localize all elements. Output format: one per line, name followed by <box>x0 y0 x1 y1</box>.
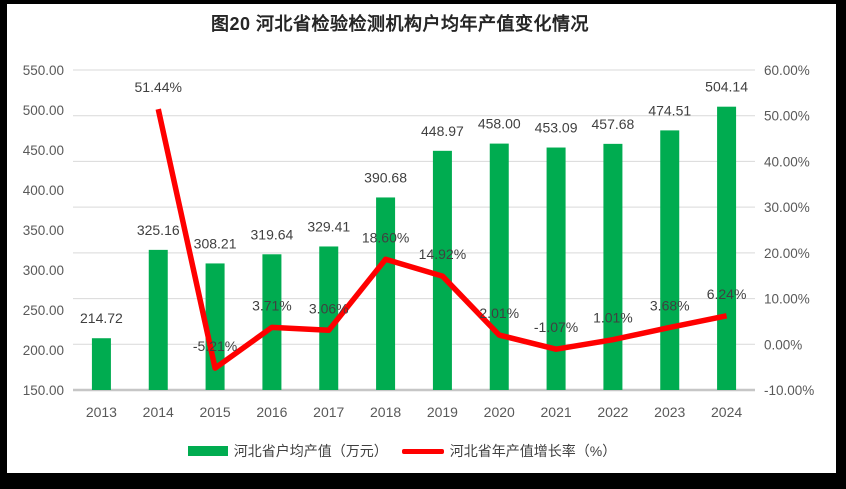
left-axis-tick-label: 250.00 <box>23 303 64 318</box>
growth-rate-label: 3.68% <box>650 297 690 313</box>
bar-2018 <box>376 197 396 390</box>
x-axis-label: 2013 <box>86 404 117 420</box>
bar-value-label: 448.97 <box>421 123 464 139</box>
x-axis-label: 2018 <box>370 404 401 420</box>
bar-series-label: 河北省户均产值（万元） <box>233 443 388 459</box>
bar-value-label: 458.00 <box>478 116 521 132</box>
bar-value-label: 319.64 <box>251 226 294 242</box>
growth-rate-label: 3.06% <box>309 300 349 316</box>
bar-2022 <box>603 143 623 390</box>
growth-rate-line <box>155 108 728 371</box>
x-axis-label: 2021 <box>541 404 572 420</box>
left-axis-tick-label: 500.00 <box>23 103 64 118</box>
x-axis-label: 2014 <box>143 404 174 420</box>
legend: 河北省户均产值（万元） 河北省年产值增长率（%） <box>0 441 846 461</box>
x-axis-label: 2024 <box>711 404 742 420</box>
bar-value-label: 504.14 <box>705 79 748 95</box>
line-series-label: 河北省年产值增长率（%） <box>449 443 617 459</box>
growth-rate-label: 14.92% <box>419 246 466 262</box>
bar-value-label: 474.51 <box>648 102 691 118</box>
line-series-swatch-icon <box>401 448 444 454</box>
left-axis-tick-label: 200.00 <box>23 343 64 358</box>
bar-2020 <box>489 143 509 390</box>
x-axis-label: 2022 <box>597 404 628 420</box>
right-axis-tick-label: 10.00% <box>764 292 810 307</box>
left-axis-tick-label: 300.00 <box>23 263 64 278</box>
legend-item-line-series: 河北省年产值增长率（%） <box>401 441 617 461</box>
bar-value-label: 308.21 <box>194 235 237 251</box>
x-axis-label: 2015 <box>200 404 231 420</box>
growth-rate-label: 1.01% <box>593 310 633 326</box>
x-axis-label: 2016 <box>256 404 287 420</box>
bar-value-label: 325.16 <box>137 222 180 238</box>
bar-2023 <box>660 130 680 390</box>
left-axis-tick-label: 550.00 <box>23 63 64 78</box>
right-axis-tick-label: 40.00% <box>764 154 810 169</box>
growth-rate-label: -5.21% <box>193 338 237 354</box>
bar-2013 <box>91 338 111 390</box>
growth-rate-label: 2.01% <box>479 305 519 321</box>
left-axis-tick-label: 400.00 <box>23 183 64 198</box>
growth-rate-label: -1.07% <box>534 319 578 335</box>
left-axis-tick-label: 350.00 <box>23 223 64 238</box>
growth-rate-label: 18.60% <box>362 229 409 245</box>
bar-2021 <box>546 147 566 390</box>
bar-series-swatch-icon <box>187 446 228 456</box>
right-axis-tick-label: 50.00% <box>764 109 810 124</box>
bar-value-label: 329.41 <box>307 218 350 234</box>
x-axis-label: 2017 <box>313 404 344 420</box>
growth-rate-label: 3.71% <box>252 297 292 313</box>
right-axis-tick-label: -10.00% <box>764 383 814 398</box>
x-axis-label: 2023 <box>654 404 685 420</box>
bar-value-label: 390.68 <box>364 169 407 185</box>
bar-value-label: 457.68 <box>592 116 635 132</box>
bar-2024 <box>717 106 737 391</box>
right-axis-tick-label: 20.00% <box>764 246 810 261</box>
chart-background <box>7 4 836 473</box>
right-axis-tick-label: 60.00% <box>764 63 810 78</box>
bar-value-label: 214.72 <box>80 310 123 326</box>
right-axis-tick-label: 30.00% <box>764 200 810 215</box>
bar-2019 <box>432 150 452 390</box>
left-axis-tick-label: 450.00 <box>23 143 64 158</box>
chart-title: 图20 河北省检验检测机构户均年产值变化情况 <box>210 14 590 34</box>
growth-rate-label: 51.44% <box>135 79 182 95</box>
x-axis-label: 2019 <box>427 404 458 420</box>
left-axis-tick-label: 150.00 <box>23 383 64 398</box>
right-axis-tick-label: 0.00% <box>764 337 802 352</box>
growth-rate-label: 6.24% <box>707 286 747 302</box>
bar-2017 <box>319 246 339 390</box>
bar-2014 <box>148 249 168 390</box>
legend-item-bar-series: 河北省户均产值（万元） <box>187 441 388 461</box>
x-axis-label: 2020 <box>484 404 515 420</box>
bar-value-label: 453.09 <box>535 120 578 136</box>
bar-2016 <box>262 254 282 390</box>
